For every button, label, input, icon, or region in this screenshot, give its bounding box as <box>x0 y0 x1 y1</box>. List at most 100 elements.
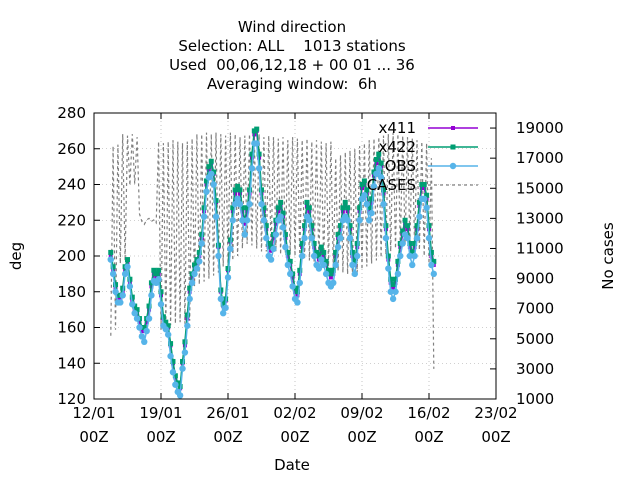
data-point-x422 <box>321 249 327 255</box>
data-point-obs <box>136 324 143 331</box>
data-point-obs <box>421 195 428 202</box>
data-point-x422 <box>311 240 317 246</box>
x-axis-label: Date <box>274 456 310 474</box>
data-point-obs <box>289 283 296 290</box>
data-point-x422 <box>299 240 305 246</box>
x-tick-label-date: 02/02 <box>273 404 316 422</box>
data-point-x422 <box>347 223 353 229</box>
data-point-x422 <box>316 253 322 259</box>
data-point-obs <box>224 274 232 281</box>
data-point-x422 <box>431 258 437 264</box>
data-point-x422 <box>340 205 346 211</box>
y-tick-label: 260 <box>57 140 86 158</box>
data-point-x422 <box>421 182 427 187</box>
data-point-obs <box>241 231 248 238</box>
series-x422 <box>108 126 437 389</box>
data-point-obs <box>423 204 430 211</box>
data-point-obs <box>306 217 313 224</box>
data-point-obs <box>162 326 169 333</box>
data-point-obs <box>385 265 392 272</box>
data-point-obs <box>318 256 325 263</box>
data-point-obs <box>284 261 292 269</box>
data-point-obs <box>157 301 165 308</box>
legend-item-x411: x411 <box>378 119 478 137</box>
data-point-obs <box>310 252 318 260</box>
data-point-x422 <box>208 158 214 164</box>
data-point-x422 <box>184 312 190 318</box>
data-point-obs <box>277 213 284 220</box>
data-point-obs <box>382 234 390 242</box>
data-point-x411 <box>422 186 427 191</box>
data-point-obs <box>169 368 177 376</box>
y-tick-label: 280 <box>57 104 86 122</box>
data-point-x422 <box>165 323 171 329</box>
data-point-x422 <box>153 271 159 277</box>
data-point-obs <box>392 288 399 295</box>
data-point-obs <box>212 213 220 220</box>
data-point-obs <box>179 365 186 372</box>
data-point-x411 <box>338 227 343 232</box>
data-point-x422 <box>416 199 422 205</box>
series-line-x422 <box>110 127 435 389</box>
data-point-x422 <box>357 205 363 211</box>
series-obs <box>107 140 437 399</box>
data-point-x422 <box>330 267 336 273</box>
data-point-x422 <box>249 151 255 157</box>
data-point-x422 <box>326 267 331 273</box>
data-point-x422 <box>294 289 300 295</box>
data-point-x422 <box>323 258 329 264</box>
data-point-x422 <box>342 199 348 205</box>
data-point-x422 <box>428 249 434 255</box>
data-point-obs <box>272 231 280 238</box>
data-point-obs <box>346 234 354 242</box>
data-point-x422 <box>359 182 365 187</box>
data-point-x422 <box>113 282 119 288</box>
data-point-x422 <box>426 223 432 229</box>
data-point-obs <box>129 301 136 308</box>
series-cases <box>110 132 435 369</box>
data-point-x422 <box>404 223 410 229</box>
legend-item-x422: x422 <box>378 138 478 156</box>
data-point-x411 <box>328 275 333 280</box>
data-point-x422 <box>297 267 303 273</box>
data-point-x422 <box>254 126 260 132</box>
data-point-obs <box>124 263 131 270</box>
legend-label: x411 <box>378 119 416 137</box>
data-point-obs <box>322 270 330 278</box>
data-point-x411 <box>369 200 374 205</box>
data-point-x411 <box>144 320 149 325</box>
data-point-obs <box>181 349 189 356</box>
data-point-obs <box>397 252 404 260</box>
title-line-2: Selection: ALL 1013 stations <box>178 37 406 55</box>
data-point-obs <box>416 213 423 220</box>
data-point-x422 <box>364 187 370 193</box>
data-point-obs <box>263 234 270 242</box>
data-point-obs <box>217 295 225 303</box>
data-point-obs <box>248 165 256 172</box>
x-tick-label-hour: 00Z <box>79 428 108 446</box>
y2-tick-label: 17000 <box>516 149 564 167</box>
data-point-obs <box>301 234 308 242</box>
y-tick-label: 220 <box>57 211 86 229</box>
data-point-obs <box>117 299 124 306</box>
data-point-x422 <box>400 228 406 234</box>
data-point-x422 <box>168 341 174 347</box>
data-point-x422 <box>203 178 209 184</box>
data-point-x422 <box>141 325 147 330</box>
data-point-x422 <box>354 240 360 246</box>
data-point-obs <box>258 200 265 208</box>
data-point-obs <box>164 331 172 338</box>
data-point-x422 <box>127 276 133 282</box>
data-point-x422 <box>278 199 284 205</box>
data-point-x422 <box>182 339 188 345</box>
data-point-obs <box>404 234 411 242</box>
data-point-x422 <box>388 276 394 282</box>
chart-title: Wind direction Selection: ALL 1013 stati… <box>169 18 415 93</box>
y-tick-label: 160 <box>57 319 86 337</box>
data-point-obs <box>167 352 174 360</box>
data-point-obs <box>236 200 244 208</box>
data-point-obs <box>287 270 294 278</box>
data-point-obs <box>356 217 363 224</box>
legend-marker <box>450 144 456 150</box>
data-point-obs <box>370 183 378 190</box>
